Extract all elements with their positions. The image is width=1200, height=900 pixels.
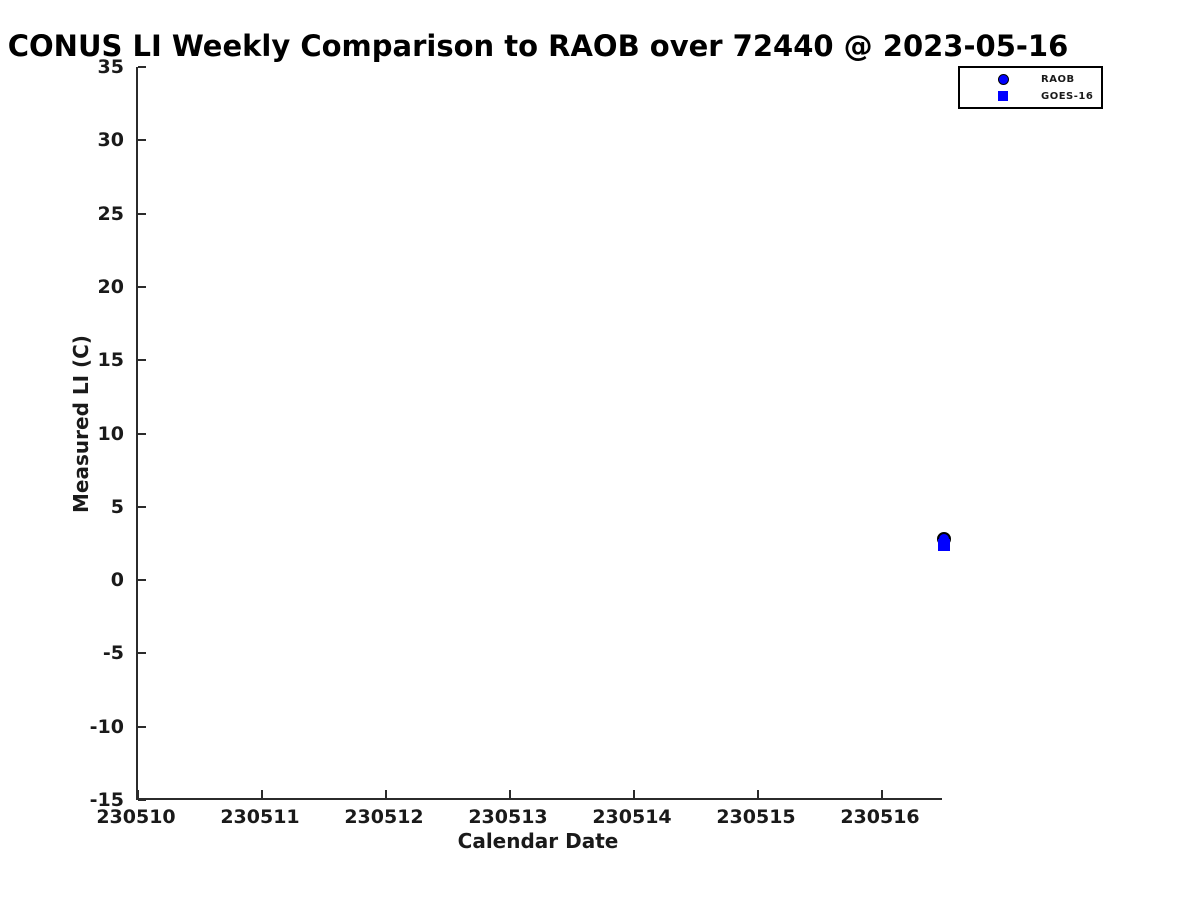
legend-label-goes16: GOES-16 — [1041, 90, 1094, 102]
y-tick-mark — [138, 799, 146, 801]
legend-row-raob: RAOB — [960, 71, 1101, 88]
y-tick-label: 0 — [110, 569, 124, 592]
x-tick-label: 230513 — [468, 806, 548, 828]
y-tick-label: -10 — [89, 715, 124, 738]
x-tick-mark — [757, 790, 759, 798]
y-tick-label: 35 — [97, 56, 124, 78]
legend-marker-cell — [997, 73, 1009, 85]
goes16-square-marker-icon — [998, 91, 1008, 101]
x-tick-mark — [633, 790, 635, 798]
y-tick-label: 25 — [97, 202, 124, 225]
y-tick-mark — [138, 505, 146, 508]
x-tick-label: 230515 — [716, 806, 796, 828]
x-tick-mark — [137, 790, 139, 798]
y-tick-mark — [138, 359, 146, 362]
y-tick-label: 15 — [97, 349, 124, 372]
chart-title: CONUS LI Weekly Comparison to RAOB over … — [7, 29, 1069, 63]
y-tick-label: 10 — [97, 422, 124, 445]
x-tick-mark — [881, 790, 883, 798]
x-axis-label: Calendar Date — [457, 829, 619, 853]
x-tick-label: 230512 — [344, 806, 424, 828]
y-tick-mark — [138, 212, 146, 215]
data-point-goes16 — [938, 538, 950, 551]
legend-row-goes16: GOES-16 — [960, 88, 1101, 105]
y-tick-label: -15 — [89, 789, 124, 811]
legend-label-raob: RAOB — [1041, 73, 1075, 85]
x-tick-mark — [385, 790, 387, 798]
legend-marker-cell — [997, 91, 1009, 101]
y-tick-label: 5 — [110, 495, 124, 518]
y-tick-mark — [138, 579, 146, 582]
y-tick-mark — [138, 66, 146, 68]
y-tick-label: 30 — [97, 129, 124, 152]
x-tick-label: 230516 — [840, 806, 920, 828]
plot-area — [136, 66, 951, 801]
y-tick-mark — [138, 285, 146, 288]
y-tick-mark — [138, 725, 146, 728]
y-tick-label: 20 — [97, 275, 124, 298]
raob-circle-marker-icon — [997, 73, 1009, 85]
x-tick-label: 230510 — [96, 806, 176, 828]
y-tick-label: -5 — [102, 642, 124, 665]
y-tick-mark — [138, 432, 146, 435]
y-tick-mark — [138, 139, 146, 142]
x-tick-mark — [509, 790, 511, 798]
x-tick-mark — [261, 790, 263, 798]
legend: RAOB GOES-16 — [958, 66, 1103, 109]
x-tick-label: 230514 — [592, 806, 672, 828]
y-tick-mark — [138, 652, 146, 655]
x-tick-label: 230511 — [220, 806, 300, 828]
